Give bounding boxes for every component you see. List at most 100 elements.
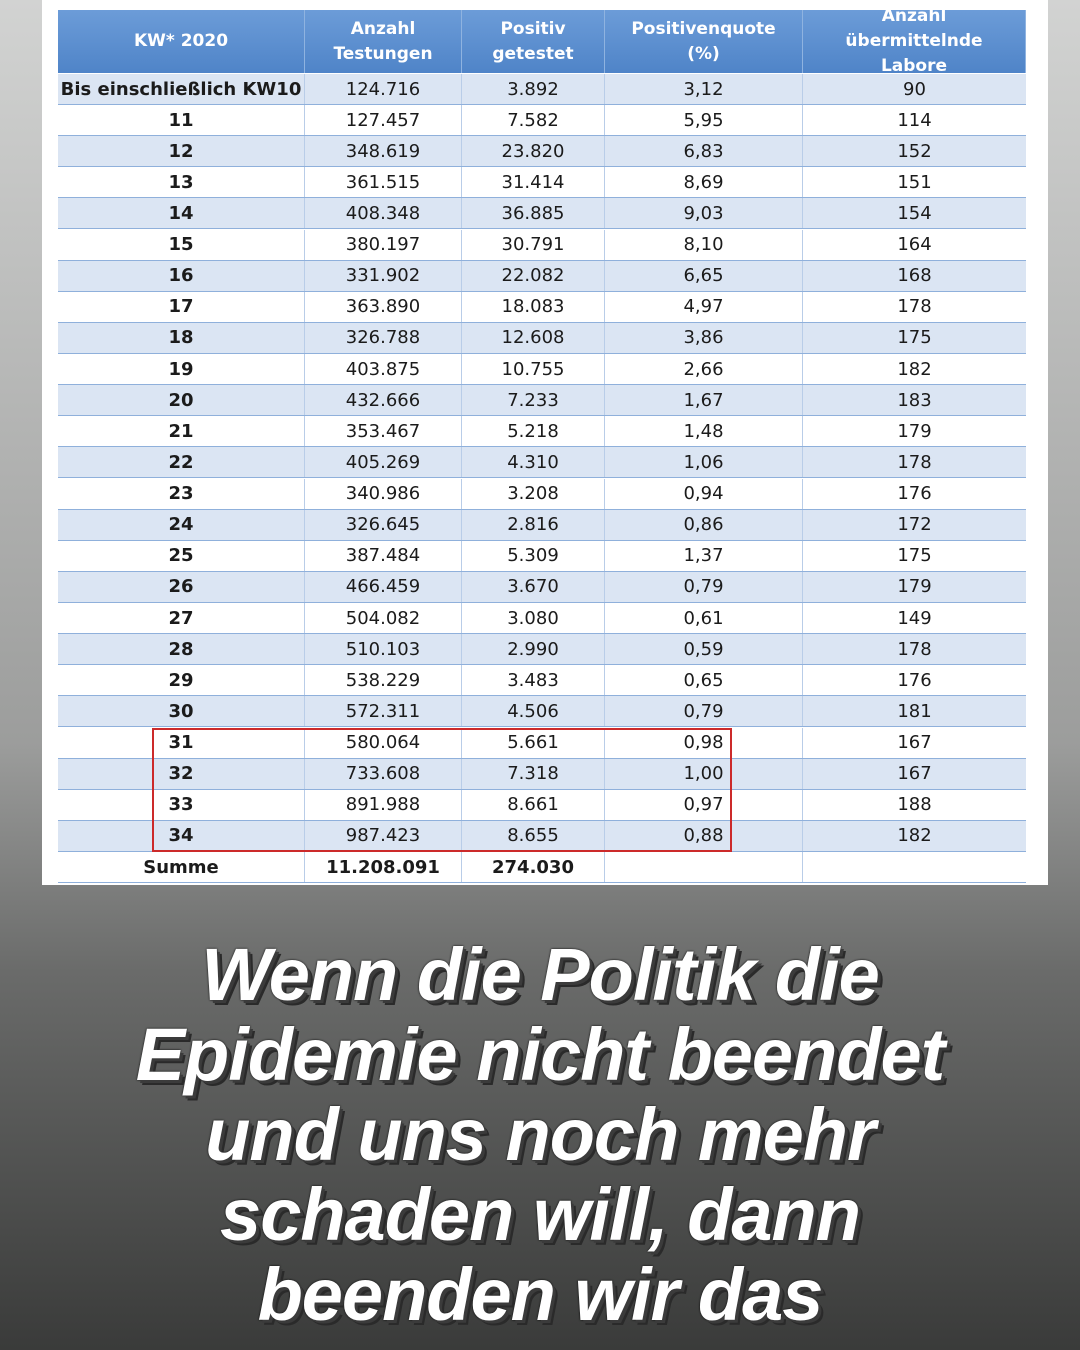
table-row: 15 380.197 30.791 8,10 164 [58,229,1026,261]
highlight-box [152,728,732,852]
table-row: 34 987.423 8.655 0,88 182 [58,820,1026,852]
caption-line: schaden will, dann [220,1173,861,1256]
table-row: 14 408.348 36.885 9,03 154 [58,198,1026,230]
table-cell: 3.208 [462,478,605,509]
table-cell: 0,86 [605,509,803,540]
table-cell: 182 [897,825,932,847]
table-cell: 178 [897,451,932,473]
table-cell: 23.820 [462,136,605,167]
caption-line: und uns noch mehr [205,1093,876,1176]
table-cell: 188 [897,794,932,816]
table-cell: 13 [58,167,305,198]
table-cell: 8.661 [462,789,605,820]
table-cell: 152 [897,140,932,162]
table-cell: Bis einschließlich KW10 [58,74,305,104]
table-row: 19 403.875 10.755 2,66 182 [58,354,1026,386]
table-row: 20 432.666 7.233 1,67 183 [58,385,1026,417]
caption-line: Wenn die Politik die [201,933,880,1016]
table-cell: 7.582 [462,105,605,136]
table-row: 16 331.902 22.082 6,65 168 [58,260,1026,292]
table-cell: 151 [897,171,932,193]
table-cell: 31.414 [462,167,605,198]
table-cell: 24 [58,509,305,540]
table-cell: 733.608 [305,758,462,789]
table-cell: 5.661 [462,727,605,758]
table-cell: 22 [58,447,305,478]
table-cell: 30.791 [462,229,605,260]
table-cell: 0,65 [605,665,803,696]
table-cell: 466.459 [305,571,462,602]
table-cell: 19 [58,354,305,385]
table-cell: 181 [897,700,932,722]
table-cell: 348.619 [305,136,462,167]
table-cell: 175 [897,545,932,567]
header-cell: Anzahl übermittelnde Labore [803,6,1026,76]
table-cell: 0,97 [605,789,803,820]
table-cell: 12.608 [462,322,605,353]
table-row: 25 387.484 5.309 1,37 175 [58,540,1026,572]
table-cell: 363.890 [305,291,462,322]
table-cell: 12 [58,136,305,167]
table-cell: 538.229 [305,665,462,696]
table-cell: 10.755 [462,354,605,385]
header-cell: Positivenquote (%) [605,10,803,73]
table-row: 23 340.986 3.208 0,94 176 [58,478,1026,510]
table-cell: 987.423 [305,820,462,851]
table-cell: 5,95 [605,105,803,136]
table-cell: 2,66 [605,354,803,385]
table-cell: 8,69 [605,167,803,198]
table-row: Summe 11.208.091 274.030 [58,852,1026,883]
table-cell: 30 [58,696,305,727]
table-cell: 17 [58,291,305,322]
table-cell: 7.318 [462,758,605,789]
table-cell: 178 [897,296,932,318]
table-cell: 27 [58,603,305,634]
table-cell: 9,03 [605,198,803,229]
table-cell: 361.515 [305,167,462,198]
table-cell: 403.875 [305,354,462,385]
table-cell: 1,48 [605,416,803,447]
table-cell: 580.064 [305,727,462,758]
table-cell: 33 [58,789,305,820]
table-cell: 149 [897,607,932,629]
table-cell: 11.208.091 [305,852,462,882]
table-cell: 572.311 [305,696,462,727]
table-cell: 22.082 [462,260,605,291]
table-cell: 432.666 [305,385,462,416]
table-cell: 168 [897,265,932,287]
table-cell: 0,79 [605,696,803,727]
caption-line: beenden wir das [257,1253,824,1336]
table-row: Bis einschließlich KW10 124.716 3.892 3,12 9… [58,74,1026,105]
table-cell: 4.506 [462,696,605,727]
table-cell: 3.080 [462,603,605,634]
table-cell: 2.816 [462,509,605,540]
table-cell: 182 [897,358,932,380]
table-cell: 34 [58,820,305,851]
table-row: 24 326.645 2.816 0,86 172 [58,509,1026,541]
table-cell: 380.197 [305,229,462,260]
table-cell: 18 [58,322,305,353]
header-cell: Positiv getestet [462,10,605,73]
table-row: 22 405.269 4.310 1,06 178 [58,447,1026,479]
table-cell: 172 [897,514,932,536]
table-cell: 326.788 [305,322,462,353]
table-cell: 3,12 [605,74,803,104]
table-cell: 1,00 [605,758,803,789]
table-cell: 1,37 [605,540,803,571]
table-row: 12 348.619 23.820 6,83 152 [58,136,1026,168]
table-cell: 0,94 [605,478,803,509]
table-cell: 0,79 [605,571,803,602]
table-cell: 6,83 [605,136,803,167]
table-cell: 3.670 [462,571,605,602]
table-cell [605,852,803,882]
table-cell: 16 [58,260,305,291]
table-cell: 90 [903,78,926,100]
table-row: 32 733.608 7.318 1,00 167 [58,758,1026,790]
table-row: 29 538.229 3.483 0,65 176 [58,665,1026,697]
table-cell: Summe [58,852,305,882]
table-cell: 6,65 [605,260,803,291]
table-cell: 3.483 [462,665,605,696]
table-cell: 25 [58,540,305,571]
table-cell: 20 [58,385,305,416]
table-cell: 14 [58,198,305,229]
